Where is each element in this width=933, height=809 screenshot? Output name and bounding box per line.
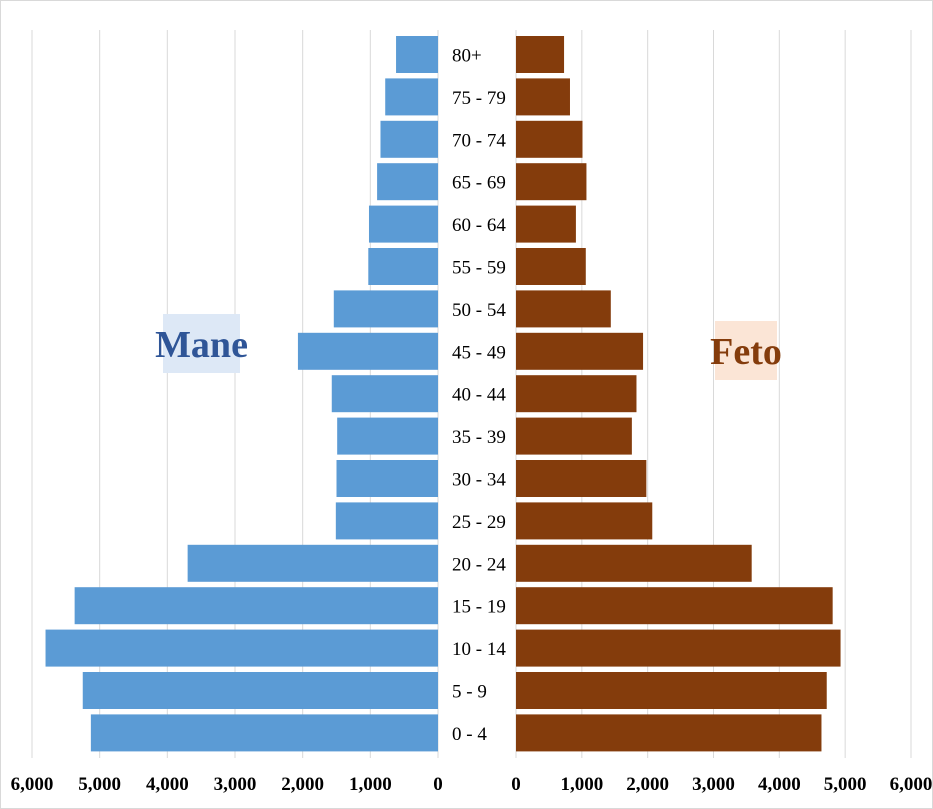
bar-mane-50-54: [333, 290, 438, 328]
tick-label-right: 0: [511, 774, 521, 795]
bar-feto-30-34: [516, 460, 647, 497]
bar-mane-5-9: [82, 672, 438, 709]
age-group-label: 70 - 74: [452, 130, 506, 151]
mane-label-box: [163, 314, 240, 373]
bar-mane-35-39: [337, 417, 438, 455]
bar-mane-60-64: [368, 205, 438, 243]
bar-feto-50-54: [516, 290, 611, 328]
tick-label-left: 5,000: [78, 774, 121, 795]
feto-label-box: [715, 321, 777, 380]
age-group-label: 60 - 64: [452, 215, 506, 236]
age-group-label: 65 - 69: [452, 173, 506, 194]
bar-feto-40-44: [516, 375, 637, 413]
bar-feto-80+: [516, 36, 565, 73]
bar-feto-15-19: [516, 587, 833, 625]
bar-mane-15-19: [74, 587, 438, 625]
bar-mane-40-44: [331, 375, 438, 413]
bar-mane-0-4: [90, 714, 439, 752]
bar-feto-25-29: [516, 502, 653, 540]
age-group-label: 0 - 4: [452, 724, 487, 745]
tick-label-right: 4,000: [758, 774, 801, 795]
feto-label: Feto: [710, 331, 782, 373]
tick-label-left: 4,000: [146, 774, 189, 795]
bar-mane-70-74: [380, 120, 438, 158]
age-group-label: 80+: [452, 46, 482, 67]
tick-label-left: 6,000: [11, 774, 54, 795]
bar-feto-5-9: [516, 672, 827, 709]
bar-feto-20-24: [516, 544, 752, 582]
tick-label-left: 3,000: [214, 774, 257, 795]
tick-label-right: 1,000: [560, 774, 603, 795]
bar-feto-55-59: [516, 248, 586, 285]
age-group-label: 20 - 24: [452, 554, 506, 575]
tick-label-left: 0: [433, 774, 443, 795]
bar-feto-45-49: [516, 332, 644, 370]
mane-label: Mane: [155, 324, 248, 366]
bar-feto-10-14: [516, 629, 841, 667]
age-group-label: 55 - 59: [452, 258, 506, 279]
bar-mane-65-69: [377, 163, 438, 201]
age-group-label: 50 - 54: [452, 300, 506, 321]
age-group-label: 15 - 19: [452, 597, 506, 618]
age-group-label: 30 - 34: [452, 470, 506, 491]
age-group-labels: 80+ 75 - 79 70 - 74 65 - 69 60 - 64 55 - 59 50…: [452, 46, 506, 745]
feto-bars: [516, 36, 841, 752]
bar-mane-20-24: [187, 544, 438, 582]
bar-feto-75-79: [516, 78, 570, 116]
bar-mane-30-34: [336, 460, 438, 497]
tick-label-right: 5,000: [824, 774, 867, 795]
bar-feto-70-74: [516, 120, 583, 158]
tick-label-left: 2,000: [281, 774, 324, 795]
bar-mane-45-49: [297, 332, 438, 370]
bar-feto-65-69: [516, 163, 587, 201]
age-group-label: 25 - 29: [452, 512, 506, 533]
bar-mane-25-29: [335, 502, 438, 540]
tick-label-right: 6,000: [890, 774, 933, 795]
bar-feto-35-39: [516, 417, 632, 455]
age-group-label: 10 - 14: [452, 639, 506, 660]
tick-label-right: 2,000: [626, 774, 669, 795]
age-group-label: 45 - 49: [452, 342, 506, 363]
age-group-label: 40 - 44: [452, 385, 506, 406]
bar-mane-75-79: [385, 78, 438, 116]
age-group-label: 5 - 9: [452, 682, 487, 703]
age-group-label: 35 - 39: [452, 427, 506, 448]
bar-feto-60-64: [516, 205, 576, 243]
mane-bars: [45, 36, 439, 752]
series-labels: Mane Feto: [155, 314, 782, 380]
age-group-label: 75 - 79: [452, 88, 506, 109]
bar-mane-10-14: [45, 629, 439, 667]
bar-mane-80+: [396, 36, 438, 73]
axis-tick-labels: 6,000 5,000 4,000 3,000 2,000 1,000 0 0 1,000 2,0…: [11, 774, 933, 795]
bar-feto-0-4: [516, 714, 822, 752]
tick-label-left: 1,000: [349, 774, 392, 795]
bar-mane-55-59: [368, 248, 438, 285]
tick-label-right: 3,000: [692, 774, 735, 795]
